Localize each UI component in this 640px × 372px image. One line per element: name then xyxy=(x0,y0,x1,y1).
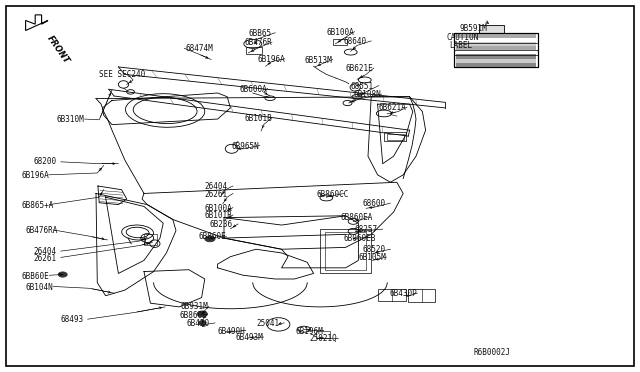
Bar xyxy=(456,38,536,42)
Text: 26261: 26261 xyxy=(205,190,228,199)
Ellipse shape xyxy=(205,236,215,242)
Text: 6B310M: 6B310M xyxy=(56,115,84,124)
Text: 25041: 25041 xyxy=(256,319,279,328)
Text: 6B101B: 6B101B xyxy=(244,114,272,123)
Bar xyxy=(479,25,504,33)
Ellipse shape xyxy=(58,272,67,277)
Text: 6B101B: 6B101B xyxy=(205,211,232,220)
Text: 6BB60E: 6BB60E xyxy=(22,272,49,280)
Text: 6B196M: 6B196M xyxy=(296,327,323,336)
Text: 6B600A: 6B600A xyxy=(239,85,267,94)
Text: 6B860E: 6B860E xyxy=(179,311,207,320)
Text: 6B513M: 6B513M xyxy=(305,56,332,65)
Bar xyxy=(246,47,262,54)
Text: 6B100A: 6B100A xyxy=(205,204,232,213)
Text: 26261: 26261 xyxy=(33,254,56,263)
Bar xyxy=(144,234,157,245)
Bar xyxy=(456,59,536,63)
Text: 26404: 26404 xyxy=(33,247,56,256)
Text: 6B621E: 6B621E xyxy=(346,64,373,73)
Bar xyxy=(456,63,536,67)
Bar xyxy=(456,42,536,46)
Text: 26404: 26404 xyxy=(205,182,228,191)
Ellipse shape xyxy=(197,311,207,317)
Ellipse shape xyxy=(198,321,206,325)
Text: 6B060EB: 6B060EB xyxy=(343,234,376,243)
Text: 6B100A: 6B100A xyxy=(326,28,354,37)
Text: 6B865+A: 6B865+A xyxy=(22,201,54,210)
Text: 6B860E: 6B860E xyxy=(198,232,226,241)
Text: 6B236: 6B236 xyxy=(210,220,233,229)
Text: 6B476R: 6B476R xyxy=(244,38,272,47)
Bar xyxy=(384,132,406,141)
Text: 9B591M: 9B591M xyxy=(460,24,487,33)
Text: 6BB65: 6BB65 xyxy=(248,29,271,38)
Text: 68257: 68257 xyxy=(355,225,378,234)
Bar xyxy=(408,289,435,302)
Text: 68520: 68520 xyxy=(362,246,385,254)
Bar xyxy=(456,46,536,50)
Text: 6B621A: 6B621A xyxy=(379,103,406,112)
Text: FRONT: FRONT xyxy=(45,35,70,66)
Text: CAUTION: CAUTION xyxy=(447,33,479,42)
Text: 6B105M: 6B105M xyxy=(358,253,386,262)
Text: 6B476RA: 6B476RA xyxy=(26,226,58,235)
Text: 25021Q: 25021Q xyxy=(310,334,337,343)
Text: 6B965N: 6B965N xyxy=(232,142,259,151)
Bar xyxy=(320,229,371,273)
Text: 68640: 68640 xyxy=(343,37,366,46)
Text: 6B108N: 6B108N xyxy=(353,90,381,99)
Text: 68551: 68551 xyxy=(351,82,374,91)
Bar xyxy=(456,54,536,59)
Text: SEE SEC240: SEE SEC240 xyxy=(99,70,145,79)
Bar xyxy=(316,331,330,338)
Text: 6B420: 6B420 xyxy=(187,319,210,328)
Text: 68600: 68600 xyxy=(362,199,385,208)
Text: 6B860CC: 6B860CC xyxy=(316,190,349,199)
Bar xyxy=(387,134,404,140)
Text: 6B104N: 6B104N xyxy=(26,283,53,292)
Text: 6B490H: 6B490H xyxy=(218,327,245,336)
Text: 6B196A: 6B196A xyxy=(22,171,49,180)
Bar xyxy=(454,33,538,67)
Text: 68200: 68200 xyxy=(33,157,56,166)
Text: 6B931M: 6B931M xyxy=(180,302,208,311)
Text: 68493: 68493 xyxy=(60,315,83,324)
Text: 6B196A: 6B196A xyxy=(257,55,285,64)
Text: 68474M: 68474M xyxy=(186,44,213,53)
Text: 6B860EA: 6B860EA xyxy=(340,213,373,222)
Text: 6B493M: 6B493M xyxy=(236,333,263,342)
Bar xyxy=(333,39,347,45)
Bar xyxy=(456,50,536,54)
Bar xyxy=(325,232,366,270)
Bar xyxy=(456,33,536,38)
Text: 6B430P: 6B430P xyxy=(389,289,417,298)
Text: R6B0002J: R6B0002J xyxy=(474,348,511,357)
Bar xyxy=(378,289,406,301)
Bar xyxy=(454,33,538,67)
Text: LABEL: LABEL xyxy=(449,41,472,50)
